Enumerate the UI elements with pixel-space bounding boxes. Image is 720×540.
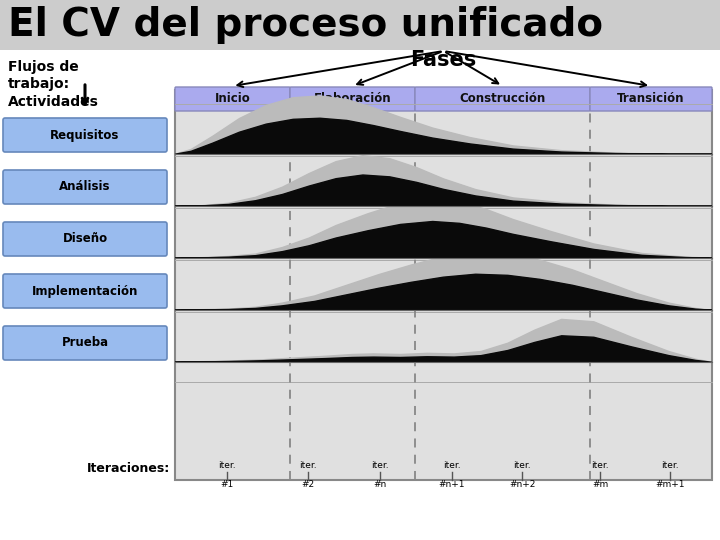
Text: Construcción: Construcción [459, 92, 546, 105]
FancyBboxPatch shape [590, 87, 712, 111]
Text: iter.: iter. [661, 461, 679, 470]
FancyBboxPatch shape [3, 326, 167, 360]
Text: #m: #m [592, 480, 608, 489]
FancyBboxPatch shape [3, 274, 167, 308]
Polygon shape [175, 336, 712, 362]
Text: #n+1: #n+1 [438, 480, 465, 489]
Polygon shape [175, 156, 712, 206]
Polygon shape [175, 274, 712, 310]
Polygon shape [175, 252, 712, 310]
Text: Flujos de
trabajo:
Actividades: Flujos de trabajo: Actividades [8, 60, 99, 109]
Text: iter.: iter. [300, 461, 317, 470]
Text: Transición: Transición [617, 92, 685, 105]
Text: #n+2: #n+2 [509, 480, 535, 489]
FancyBboxPatch shape [3, 118, 167, 152]
Polygon shape [175, 96, 712, 154]
Text: El CV del proceso unificado: El CV del proceso unificado [8, 6, 603, 44]
Polygon shape [175, 175, 712, 206]
Text: #2: #2 [302, 480, 315, 489]
Text: iter.: iter. [444, 461, 461, 470]
Text: Diseño: Diseño [63, 233, 107, 246]
Bar [0, 0, 720, 50]
FancyBboxPatch shape [3, 170, 167, 204]
FancyBboxPatch shape [175, 87, 290, 111]
Polygon shape [175, 319, 712, 362]
Text: Requisitos: Requisitos [50, 129, 120, 141]
Text: #m+1: #m+1 [655, 480, 685, 489]
Text: iter.: iter. [513, 461, 531, 470]
Text: iter.: iter. [372, 461, 389, 470]
Text: iter.: iter. [591, 461, 609, 470]
FancyBboxPatch shape [3, 222, 167, 256]
Text: Elaboración: Elaboración [314, 92, 391, 105]
Bar [175, 90, 712, 480]
Text: Fases: Fases [410, 50, 477, 70]
Polygon shape [175, 118, 712, 154]
Text: iter.: iter. [218, 461, 236, 470]
FancyBboxPatch shape [290, 87, 415, 111]
Text: #n: #n [374, 480, 387, 489]
Text: #1: #1 [220, 480, 233, 489]
Text: Inicio: Inicio [215, 92, 251, 105]
FancyBboxPatch shape [415, 87, 590, 111]
Text: Análisis: Análisis [59, 180, 111, 193]
Text: Iteraciones:: Iteraciones: [86, 462, 170, 475]
Polygon shape [175, 221, 712, 258]
Text: Implementación: Implementación [32, 285, 138, 298]
Polygon shape [175, 199, 712, 258]
Text: Prueba: Prueba [61, 336, 109, 349]
